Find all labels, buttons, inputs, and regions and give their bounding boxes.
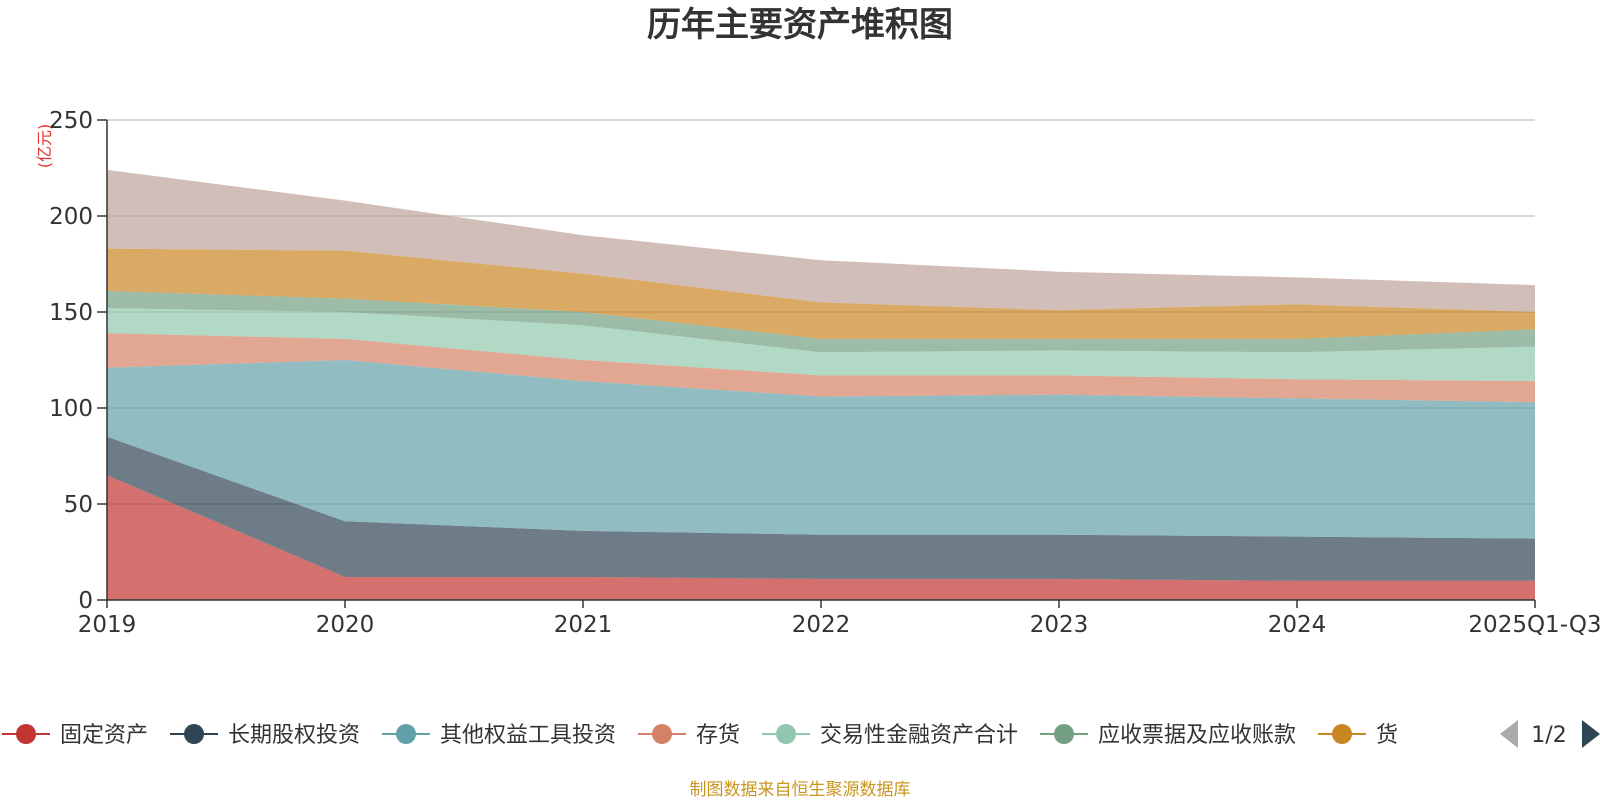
y-tick-label: 50 xyxy=(64,492,93,518)
y-tick-label: 200 xyxy=(49,204,93,230)
series-area-8 xyxy=(107,169,1535,312)
legend-item[interactable]: 交易性金融资产合计 xyxy=(762,723,1018,748)
legend-marker-icon xyxy=(776,724,796,744)
series-area-2 xyxy=(107,436,1535,581)
legend-marker-icon xyxy=(1054,724,1074,744)
legend-item[interactable]: 固定资产 xyxy=(2,723,148,748)
x-tick-label: 2022 xyxy=(792,612,851,638)
legend-marker-icon xyxy=(652,724,672,744)
legend-label: 长期股权投资 xyxy=(228,723,360,748)
legend-label: 存货 xyxy=(696,723,740,748)
x-tick-label: 2023 xyxy=(1030,612,1089,638)
legend-label: 固定资产 xyxy=(60,723,148,748)
y-tick-labels: 0 50 100 150 200 250 xyxy=(49,108,107,614)
y-tick-label: 250 xyxy=(49,108,93,134)
series-area-3 xyxy=(107,360,1535,539)
x-tick-label: 2020 xyxy=(316,612,375,638)
legend: 固定资产 长期股权投资 其他权益工具投资 存货 交易性金融资产合计 应收票据及应收账款 货 xyxy=(2,723,1398,748)
y-tick-label: 150 xyxy=(49,300,93,326)
series-area-1 xyxy=(107,475,1535,600)
legend-label: 其他权益工具投资 xyxy=(440,723,616,748)
y-tick-label: 100 xyxy=(49,396,93,422)
legend-label: 应收票据及应收账款 xyxy=(1098,723,1296,748)
y-axis-unit-label: (亿元) xyxy=(35,124,54,169)
series-area-5 xyxy=(107,308,1535,382)
series-area-6 xyxy=(107,290,1535,353)
x-tick-label: 2024 xyxy=(1268,612,1327,638)
series-areas xyxy=(107,169,1535,600)
x-tick-label: 2025Q1-Q3 xyxy=(1468,612,1600,638)
data-source-note: 制图数据来自恒生聚源数据库 xyxy=(690,780,911,800)
legend-item[interactable]: 货 xyxy=(1318,723,1398,748)
series-area-7 xyxy=(107,248,1535,339)
legend-label: 货 xyxy=(1376,723,1398,748)
legend-item[interactable]: 长期股权投资 xyxy=(170,723,360,748)
legend-item[interactable]: 应收票据及应收账款 xyxy=(1040,723,1296,748)
legend-label: 交易性金融资产合计 xyxy=(820,723,1018,748)
legend-marker-icon xyxy=(396,724,416,744)
x-tick-label: 2019 xyxy=(78,612,137,638)
legend-item[interactable]: 其他权益工具投资 xyxy=(382,723,616,748)
series-area-4 xyxy=(107,333,1535,403)
x-tick-labels: 2019 2020 2021 2022 2023 2024 2025Q1-Q3 xyxy=(78,600,1600,638)
legend-page-indicator: 1/2 xyxy=(1531,723,1566,748)
x-tick-label: 2021 xyxy=(554,612,613,638)
legend-prev-arrow-icon[interactable] xyxy=(1500,720,1518,748)
legend-marker-icon xyxy=(16,724,36,744)
legend-marker-icon xyxy=(184,724,204,744)
legend-next-arrow-icon[interactable] xyxy=(1582,720,1600,748)
legend-pager: 1/2 xyxy=(1500,720,1600,748)
y-tick-label: 0 xyxy=(78,588,93,614)
chart-title: 历年主要资产堆积图 xyxy=(647,5,953,45)
legend-item[interactable]: 存货 xyxy=(638,723,740,748)
legend-marker-icon xyxy=(1332,724,1352,744)
